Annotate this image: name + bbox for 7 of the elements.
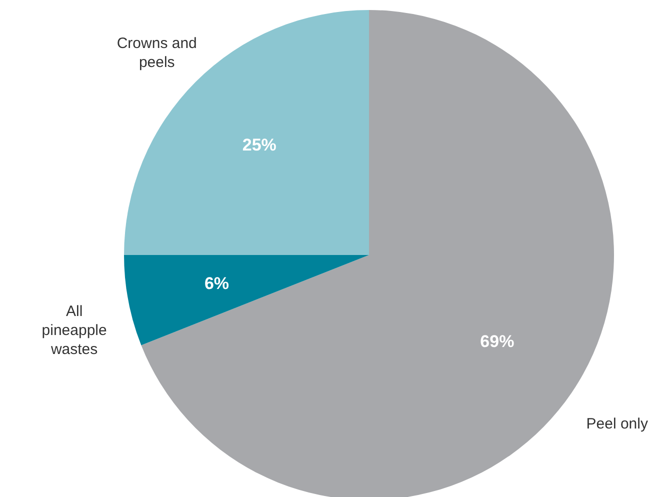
pie-slice: [124, 255, 369, 346]
slice-label: All pineapple wastes: [42, 303, 107, 358]
slice-label: Crowns and peels: [116, 34, 197, 71]
slice-label: Peel only: [586, 416, 648, 433]
data-label: 25%: [242, 135, 276, 154]
data-label: 69%: [480, 332, 514, 352]
data-label: 6%: [204, 274, 230, 294]
